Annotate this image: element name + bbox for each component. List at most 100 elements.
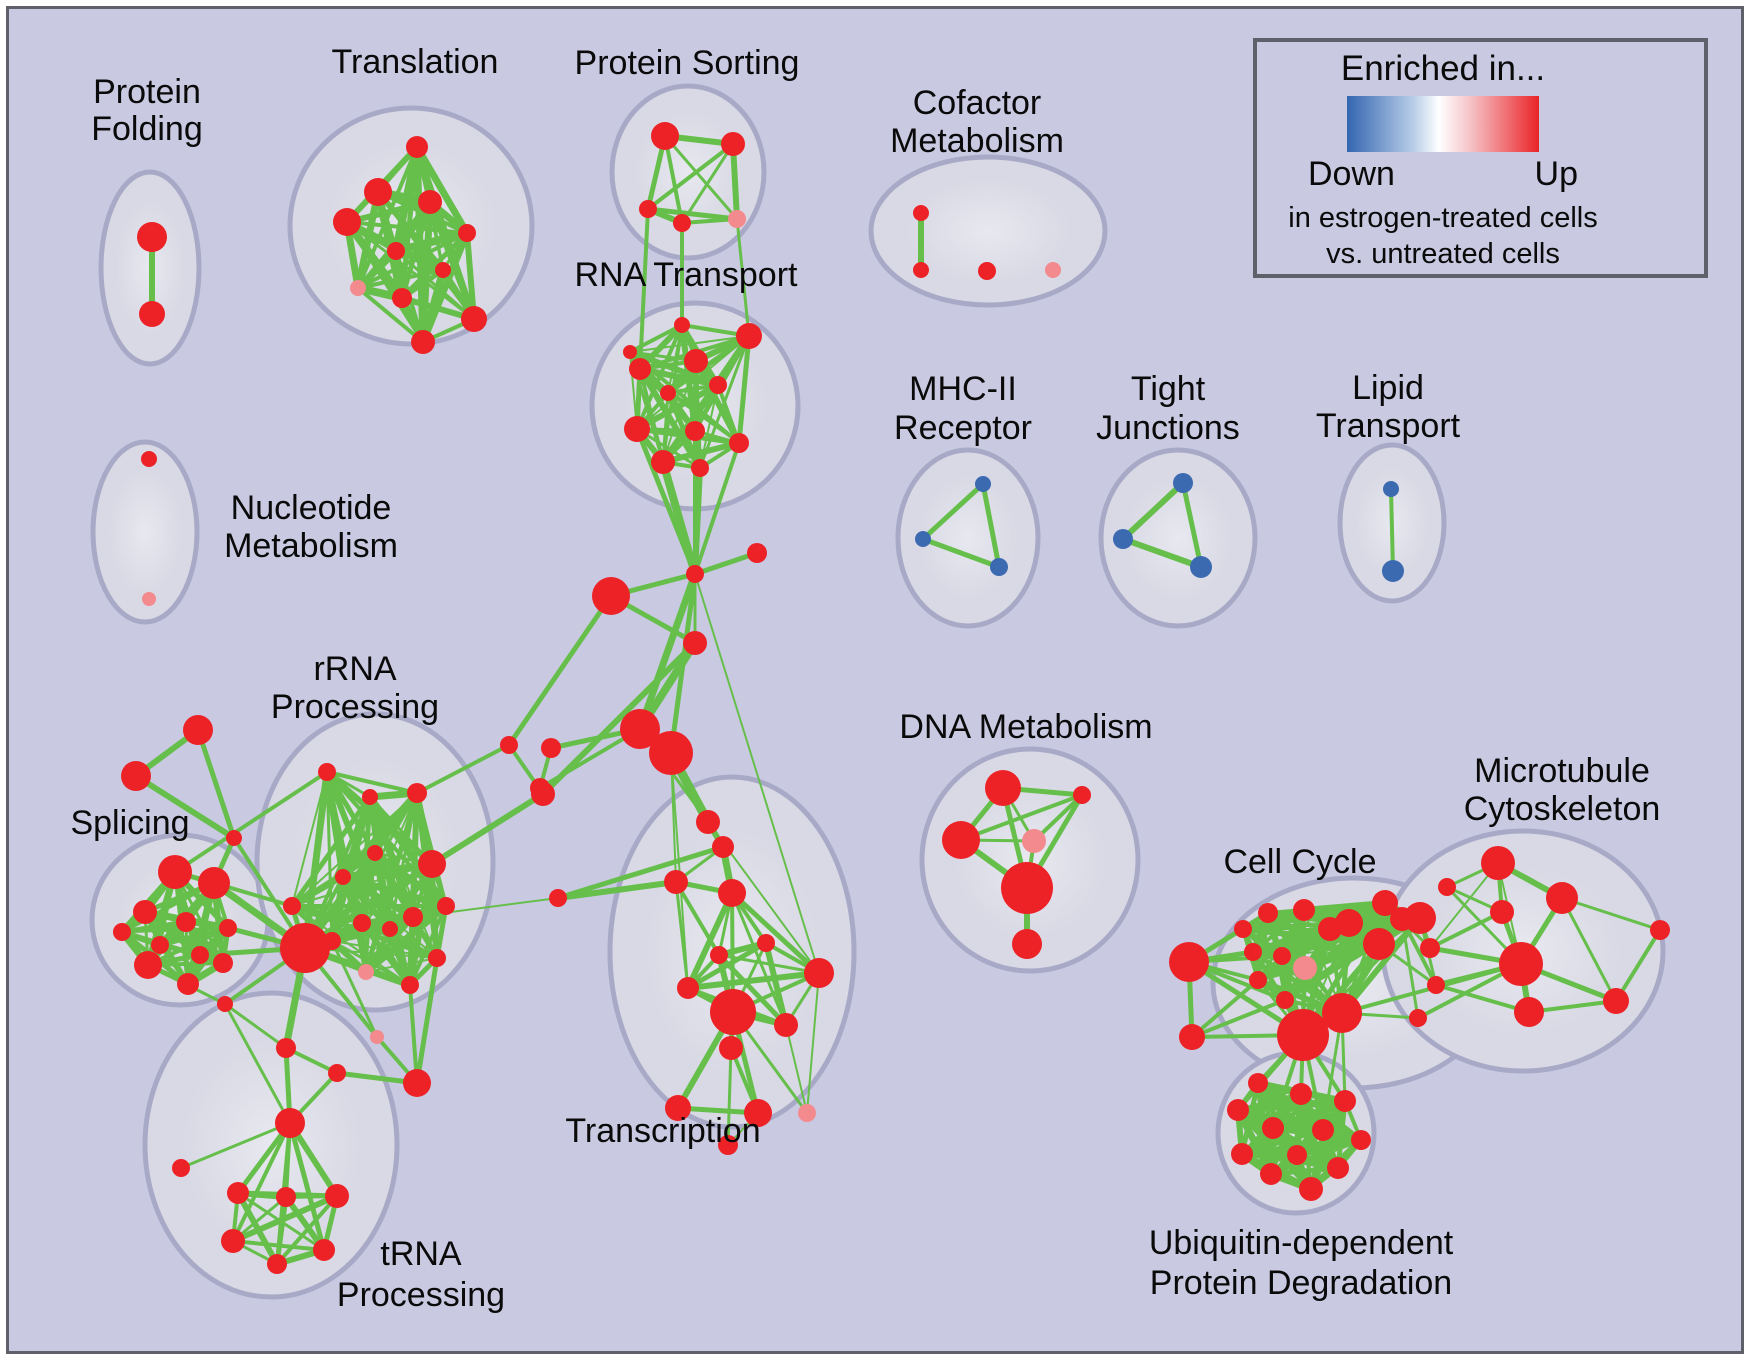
gene-set-node bbox=[673, 214, 691, 232]
edge-trna-processing bbox=[274, 1194, 289, 1267]
gene-set-node bbox=[1277, 1009, 1329, 1061]
gene-set-node bbox=[1022, 829, 1046, 853]
edge-translation bbox=[345, 220, 469, 235]
edge-rrna-processing bbox=[291, 771, 328, 907]
gene-set-node bbox=[721, 132, 745, 156]
gene-set-node bbox=[677, 977, 699, 999]
cluster-label-line: Splicing bbox=[70, 804, 189, 842]
gene-set-node bbox=[804, 958, 834, 988]
gene-set-node bbox=[1420, 938, 1440, 958]
gene-set-node bbox=[747, 543, 767, 563]
gene-set-node bbox=[1351, 1130, 1371, 1150]
cluster-label-line: Junctions bbox=[1096, 409, 1240, 447]
gene-set-node bbox=[718, 1135, 738, 1155]
edge-translation bbox=[356, 268, 445, 290]
gene-set-node bbox=[137, 222, 167, 252]
gene-set-node bbox=[1383, 481, 1399, 497]
gene-set-node bbox=[1190, 556, 1212, 578]
gene-set-node bbox=[323, 932, 341, 950]
gene-set-node bbox=[428, 949, 446, 967]
gene-set-node bbox=[219, 919, 237, 937]
edge-rrna-processing bbox=[330, 939, 412, 987]
gene-set-node bbox=[217, 996, 233, 1012]
gene-set-node bbox=[325, 1184, 349, 1208]
gene-set-node bbox=[623, 345, 637, 359]
edge-transcription bbox=[806, 972, 820, 1114]
edge-trna-processing bbox=[179, 1121, 292, 1170]
gene-set-node bbox=[318, 763, 336, 781]
cluster-label-line: Protein bbox=[93, 73, 201, 111]
gene-set-node bbox=[728, 210, 746, 228]
gene-set-node bbox=[629, 358, 651, 380]
edge-rna-transport bbox=[736, 333, 752, 446]
group-ellipse-mhc-ii-receptor bbox=[895, 447, 1041, 629]
edge-link bbox=[694, 573, 820, 974]
cluster-label-line: Nucleotide bbox=[231, 489, 392, 527]
edge-rna-transport bbox=[629, 335, 750, 353]
gene-set-node bbox=[113, 923, 131, 941]
cluster-label-line: Transport bbox=[1316, 407, 1461, 445]
edge-microtubule-cytoskeleton bbox=[1560, 896, 1618, 1003]
gene-set-node bbox=[649, 731, 693, 775]
cluster-label-line: Ubiquitin-dependent bbox=[1149, 1224, 1454, 1262]
gene-set-node bbox=[276, 1187, 296, 1207]
edge-transcription bbox=[729, 890, 822, 976]
gene-set-node bbox=[1334, 1090, 1356, 1112]
edge-transcription bbox=[726, 1046, 733, 1147]
cluster-label-line: DNA Metabolism bbox=[899, 708, 1152, 746]
gene-set-node bbox=[1260, 1163, 1282, 1185]
cluster-label-line: Microtubule bbox=[1474, 752, 1650, 790]
gene-set-node bbox=[1438, 878, 1456, 896]
edge-rrna-processing bbox=[289, 794, 373, 909]
cluster-label-line: Receptor bbox=[894, 409, 1032, 447]
gene-set-node bbox=[660, 385, 676, 401]
legend-down-label: Down bbox=[1308, 155, 1395, 193]
edge-splicing bbox=[146, 926, 230, 967]
gene-set-node bbox=[975, 476, 991, 492]
gene-set-node bbox=[1481, 846, 1515, 880]
gene-set-node bbox=[403, 1069, 431, 1097]
gene-set-node bbox=[1427, 976, 1445, 994]
gene-set-node bbox=[121, 761, 151, 791]
edge-trna-processing bbox=[287, 1120, 327, 1253]
gene-set-node bbox=[367, 845, 383, 861]
gene-set-node bbox=[221, 1229, 245, 1253]
gene-set-node bbox=[458, 224, 476, 242]
cluster-label-cell-cycle: Cell Cycle bbox=[1223, 843, 1376, 881]
edge-rrna-processing bbox=[291, 905, 411, 986]
cluster-label-trna-processing: tRNA Processing bbox=[337, 1235, 505, 1314]
gene-set-node bbox=[686, 565, 704, 583]
edge-link bbox=[173, 770, 329, 874]
edge-link bbox=[555, 879, 679, 901]
edge-trna-processing bbox=[223, 1002, 288, 1050]
edge-rrna-processing bbox=[291, 792, 418, 907]
gene-set-node bbox=[151, 936, 169, 954]
edge-rrna-processing bbox=[339, 873, 450, 910]
gene-set-node bbox=[651, 122, 679, 150]
gene-set-node bbox=[1490, 900, 1514, 924]
cluster-label-line: Tight bbox=[1131, 370, 1206, 408]
legend-up-label: Up bbox=[1534, 155, 1578, 193]
edge-lipid-transport bbox=[1389, 487, 1395, 573]
edge-translation bbox=[356, 286, 425, 344]
gene-set-node bbox=[226, 830, 242, 846]
legend-content: Enriched in... Down Up in estrogen-treat… bbox=[1257, 42, 1629, 272]
group-ellipse-protein-sorting bbox=[609, 83, 767, 261]
gene-set-node bbox=[684, 349, 708, 373]
edge-rna-transport bbox=[665, 333, 752, 396]
gene-set-node bbox=[915, 531, 931, 547]
cluster-label-line: Protein Degradation bbox=[1150, 1264, 1452, 1302]
gene-set-node bbox=[718, 879, 746, 907]
gene-set-node bbox=[1287, 1145, 1307, 1165]
gene-set-node bbox=[1001, 862, 1053, 914]
edge-protein-sorting bbox=[680, 217, 739, 225]
edge-protein-sorting bbox=[663, 134, 684, 225]
gene-set-node bbox=[1318, 917, 1342, 941]
edge-connector bbox=[692, 550, 760, 577]
gene-set-node bbox=[696, 810, 720, 834]
gene-set-node bbox=[172, 1159, 190, 1177]
edge-ubiquitin-degradation bbox=[1269, 1138, 1363, 1176]
gene-set-node bbox=[798, 1104, 816, 1122]
gene-set-node bbox=[1179, 1024, 1205, 1050]
edge-mhc-ii-receptor bbox=[920, 481, 986, 542]
